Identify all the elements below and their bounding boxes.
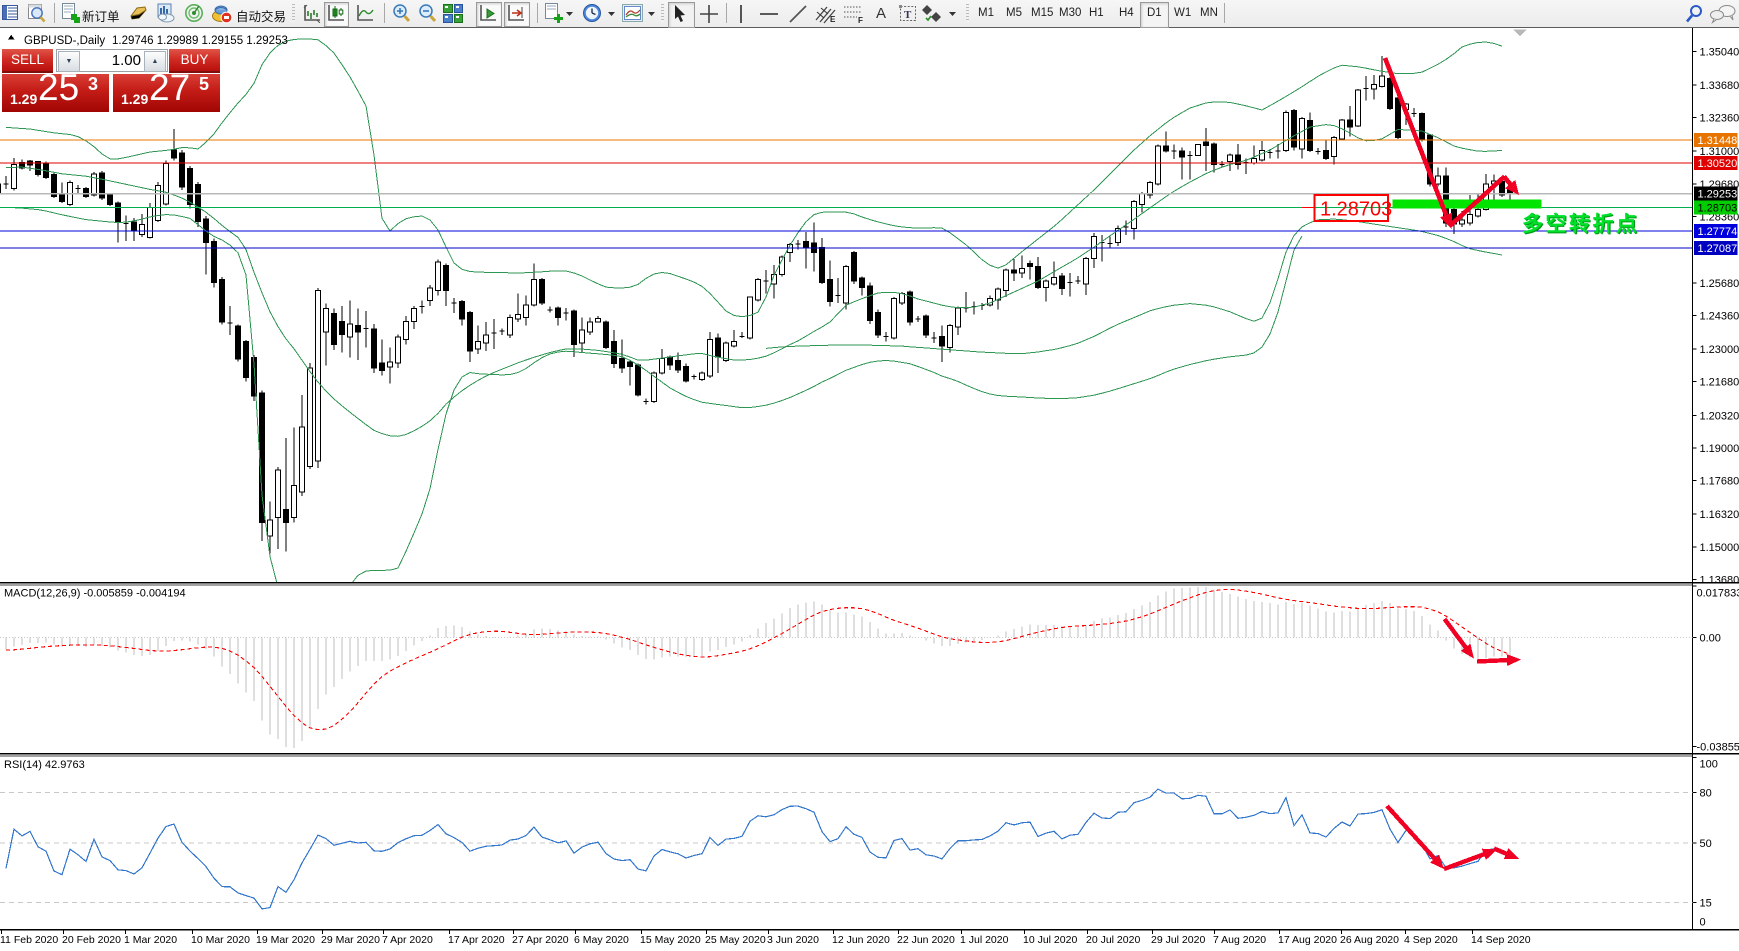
svg-text:F: F <box>858 16 863 24</box>
svg-text:1.13680: 1.13680 <box>1700 575 1739 587</box>
svg-text:26 Aug 2020: 26 Aug 2020 <box>1340 934 1399 946</box>
svg-text:1.16320: 1.16320 <box>1700 509 1739 521</box>
svg-text:22 Jun 2020: 22 Jun 2020 <box>897 934 955 946</box>
svg-text:1.29746 1.29989 1.29155 1.2925: 1.29746 1.29989 1.29155 1.29253 <box>112 35 288 47</box>
svg-text:10 Jul 2020: 10 Jul 2020 <box>1023 934 1077 946</box>
svg-text:1.28703: 1.28703 <box>1320 199 1392 221</box>
svg-text:7 Apr 2020: 7 Apr 2020 <box>382 934 433 946</box>
svg-text:17 Apr 2020: 17 Apr 2020 <box>448 934 505 946</box>
svg-text:25 May 2020: 25 May 2020 <box>705 934 766 946</box>
svg-text:T: T <box>904 9 912 21</box>
svg-text:E: E <box>830 15 836 24</box>
svg-text:0.017833: 0.017833 <box>1697 588 1739 600</box>
svg-text:6 May 2020: 6 May 2020 <box>574 934 629 946</box>
svg-text:-0.038559: -0.038559 <box>1697 742 1739 754</box>
svg-text:17 Aug 2020: 17 Aug 2020 <box>1278 934 1337 946</box>
svg-text:1.17680: 1.17680 <box>1700 476 1739 488</box>
svg-text:1.31448: 1.31448 <box>1698 135 1738 147</box>
svg-text:100: 100 <box>1700 759 1718 771</box>
svg-text:RSI(14) 42.9763: RSI(14) 42.9763 <box>4 759 85 771</box>
svg-text:MACD(12,26,9) -0.005859 -0.004: MACD(12,26,9) -0.005859 -0.004194 <box>4 588 186 600</box>
svg-text:1.20320: 1.20320 <box>1700 410 1739 422</box>
svg-text:15 May 2020: 15 May 2020 <box>640 934 701 946</box>
svg-text:1.28703: 1.28703 <box>1698 203 1738 215</box>
svg-text:10 Mar 2020: 10 Mar 2020 <box>191 934 250 946</box>
svg-text:29 Mar 2020: 29 Mar 2020 <box>321 934 380 946</box>
svg-text:0.00: 0.00 <box>1700 633 1721 645</box>
svg-text:1.33680: 1.33680 <box>1700 80 1739 92</box>
svg-text:1.35040: 1.35040 <box>1700 46 1739 58</box>
svg-text:1.21680: 1.21680 <box>1700 377 1739 389</box>
svg-text:1.19000: 1.19000 <box>1700 443 1739 455</box>
svg-text:4 Sep 2020: 4 Sep 2020 <box>1404 934 1458 946</box>
svg-text:1.32360: 1.32360 <box>1700 113 1739 125</box>
svg-text:12 Jun 2020: 12 Jun 2020 <box>832 934 890 946</box>
svg-text:1.27774: 1.27774 <box>1698 226 1738 238</box>
svg-text:80: 80 <box>1700 787 1712 799</box>
svg-text:1.29253: 1.29253 <box>1698 189 1738 201</box>
svg-text:15: 15 <box>1700 898 1712 910</box>
svg-text:GBPUSD-,Daily: GBPUSD-,Daily <box>24 35 105 47</box>
svg-text:20 Feb 2020: 20 Feb 2020 <box>62 934 121 946</box>
svg-text:0: 0 <box>1700 917 1706 929</box>
svg-text:1.27087: 1.27087 <box>1698 243 1738 255</box>
svg-text:50: 50 <box>1700 838 1712 850</box>
svg-text:1 Jul 2020: 1 Jul 2020 <box>960 934 1009 946</box>
svg-text:1 Mar 2020: 1 Mar 2020 <box>124 934 177 946</box>
svg-text:多空转折点: 多空转折点 <box>1522 212 1640 236</box>
svg-text:7 Aug 2020: 7 Aug 2020 <box>1213 934 1266 946</box>
svg-text:14 Sep 2020: 14 Sep 2020 <box>1471 934 1531 946</box>
svg-text:29 Jul 2020: 29 Jul 2020 <box>1151 934 1205 946</box>
svg-text:11 Feb 2020: 11 Feb 2020 <box>0 934 58 946</box>
svg-text:1.24360: 1.24360 <box>1700 310 1739 322</box>
svg-text:1.25680: 1.25680 <box>1700 278 1739 290</box>
svg-text:1.30520: 1.30520 <box>1698 158 1738 170</box>
svg-text:3 Jun 2020: 3 Jun 2020 <box>767 934 819 946</box>
svg-text:20 Jul 2020: 20 Jul 2020 <box>1086 934 1140 946</box>
svg-text:1.23000: 1.23000 <box>1700 344 1739 356</box>
svg-text:27 Apr 2020: 27 Apr 2020 <box>512 934 569 946</box>
svg-text:19 Mar 2020: 19 Mar 2020 <box>256 934 315 946</box>
svg-text:1.15000: 1.15000 <box>1700 542 1739 554</box>
